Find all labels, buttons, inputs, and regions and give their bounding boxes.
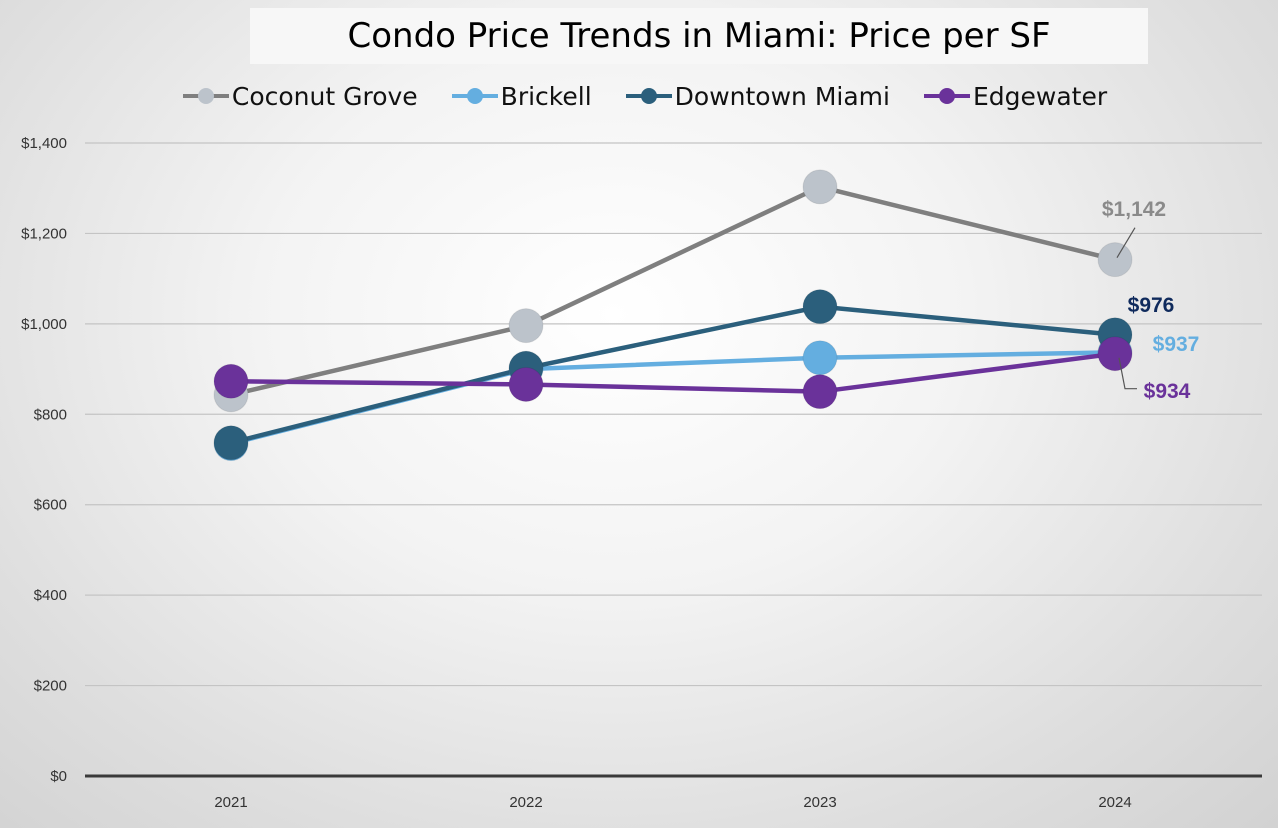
y-tick-label: $1,000 xyxy=(21,316,67,333)
y-tick-label: $200 xyxy=(34,678,67,695)
x-tick-label: 2023 xyxy=(803,794,836,811)
legend: Coconut Grove Brickell Downtown Miami Ed… xyxy=(0,76,1278,116)
y-tick-label: $800 xyxy=(34,406,67,423)
series-line-downtown-miami xyxy=(230,304,1116,445)
legend-item-edgewater: Edgewater xyxy=(923,81,1108,111)
legend-swatch-brickell xyxy=(451,86,498,106)
data-point-downtown-miami xyxy=(213,425,249,461)
legend-swatch-downtown-miami xyxy=(625,86,672,106)
data-point-coconut-grove xyxy=(1097,242,1133,278)
chart-title: Condo Price Trends in Miami: Price per S… xyxy=(347,16,1051,56)
legend-label-downtown-miami: Downtown Miami xyxy=(674,81,890,111)
legend-label-coconut-grove: Coconut Grove xyxy=(231,81,418,111)
data-point-downtown-miami xyxy=(802,289,838,325)
y-tick-label: $1,400 xyxy=(21,135,67,152)
y-tick-label: $0 xyxy=(50,768,67,785)
data-point-edgewater xyxy=(802,374,838,410)
series-line-coconut-grove xyxy=(230,184,1116,398)
y-tick-label: $400 xyxy=(34,587,67,604)
x-tick-label: 2024 xyxy=(1098,794,1131,811)
x-tick-label: 2022 xyxy=(509,794,542,811)
leader-line-edgewater xyxy=(1118,357,1137,390)
legend-label-edgewater: Edgewater xyxy=(972,81,1108,111)
y-tick-label: $600 xyxy=(34,497,67,514)
chart-title-box: Condo Price Trends in Miami: Price per S… xyxy=(250,8,1148,64)
data-label-coconut-grove: $1,142 xyxy=(1102,198,1166,221)
legend-label-brickell: Brickell xyxy=(500,81,592,111)
series-line-edgewater xyxy=(230,351,1116,394)
legend-item-brickell: Brickell xyxy=(451,81,592,111)
data-point-coconut-grove xyxy=(802,169,838,205)
data-point-brickell xyxy=(802,340,838,376)
data-point-coconut-grove xyxy=(508,308,544,344)
data-label-brickell: $937 xyxy=(1153,333,1200,356)
legend-swatch-coconut-grove xyxy=(182,86,229,106)
legend-item-coconut-grove: Coconut Grove xyxy=(182,81,418,111)
data-label-downtown-miami: $976 xyxy=(1128,294,1175,317)
leader-line-coconut-grove xyxy=(1116,227,1136,258)
legend-swatch-edgewater xyxy=(923,86,970,106)
legend-item-downtown-miami: Downtown Miami xyxy=(625,81,890,111)
y-tick-label: $1,200 xyxy=(21,225,67,242)
data-label-edgewater: $934 xyxy=(1144,380,1191,403)
data-point-edgewater xyxy=(213,363,249,399)
x-tick-label: 2021 xyxy=(214,794,247,811)
data-point-edgewater xyxy=(508,366,544,402)
data-point-edgewater xyxy=(1097,336,1133,372)
